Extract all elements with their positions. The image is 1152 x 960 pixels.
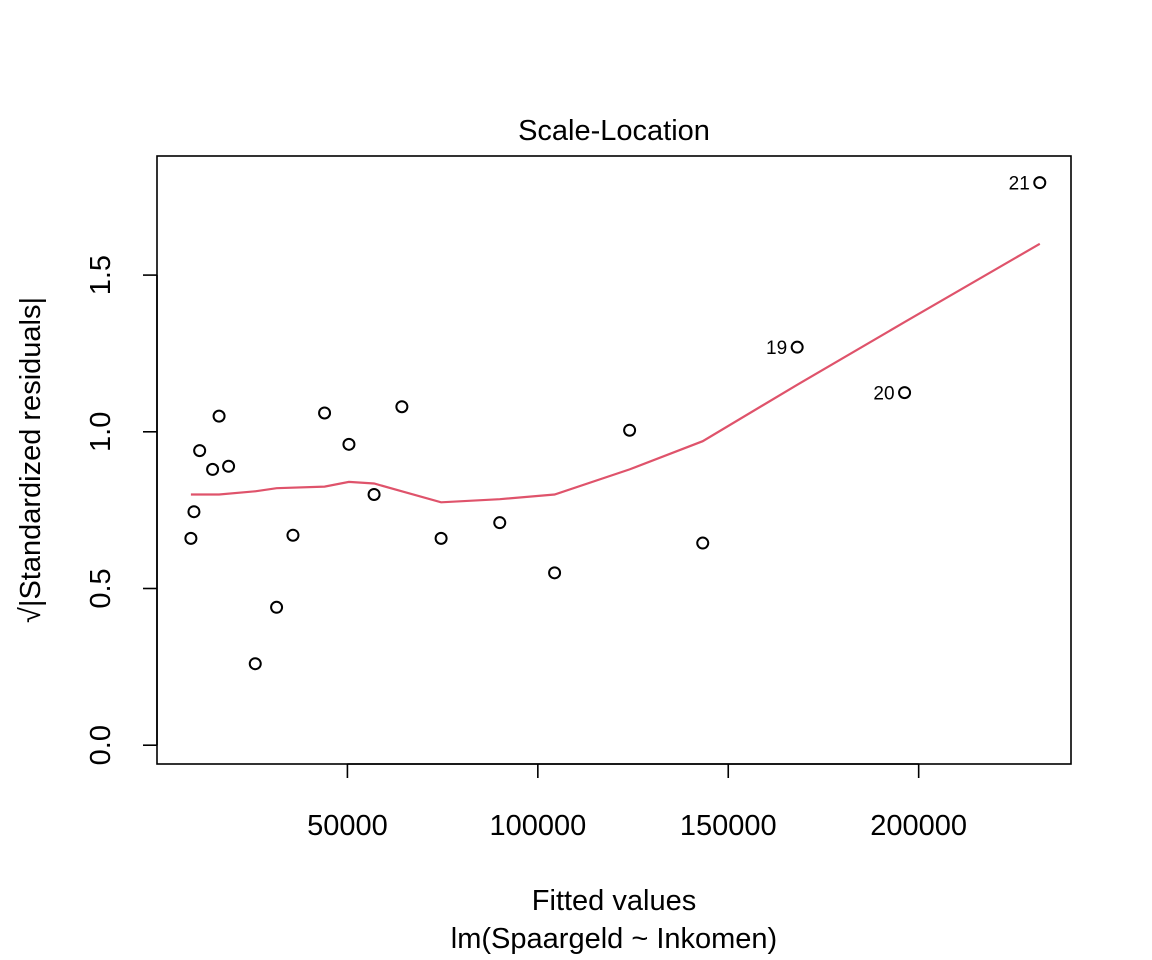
y-tick-label: 0.0: [85, 725, 117, 765]
data-point: [1033, 176, 1047, 190]
data-point: [212, 409, 226, 423]
x-tick-label: 150000: [680, 810, 777, 842]
data-point: [193, 444, 207, 458]
point-label: 19: [766, 338, 787, 359]
data-point: [286, 528, 300, 542]
data-point: [184, 531, 198, 545]
data-point: [248, 657, 262, 671]
data-point: [548, 566, 562, 580]
x-tick-label: 100000: [489, 810, 586, 842]
x-axis-sublabel: lm(Spaargeld ~ Inkomen): [451, 923, 777, 955]
y-axis: 0.0 0.5 1.0 1.5: [85, 255, 158, 765]
chart-title: Scale-Location: [518, 115, 710, 147]
data-point: [222, 459, 236, 473]
data-point: [696, 536, 710, 550]
y-tick-label: 1.5: [85, 255, 117, 295]
data-point: [187, 505, 201, 519]
data-point: [367, 487, 381, 501]
data-points: 19 20 21: [184, 174, 1047, 671]
x-tick-label: 50000: [307, 810, 388, 842]
data-point: [395, 400, 409, 414]
data-point: [270, 600, 284, 614]
point-label: 20: [873, 384, 894, 405]
y-tick-label: 1.0: [85, 412, 117, 452]
smooth-line: [190, 242, 1041, 504]
data-point: [318, 406, 332, 420]
x-axis-label: Fitted values: [532, 885, 696, 917]
data-point: [206, 462, 220, 476]
data-point: [493, 516, 507, 530]
x-axis: 50000 100000 150000 200000: [307, 763, 967, 842]
y-tick-label: 0.5: [85, 568, 117, 608]
data-point: [790, 340, 804, 354]
data-point: [898, 386, 912, 400]
x-tick-label: 200000: [870, 810, 967, 842]
data-point: [623, 423, 637, 437]
point-label: 21: [1009, 174, 1030, 195]
y-axis-label: √|Standardized residuals|: [15, 297, 47, 623]
data-point: [434, 531, 448, 545]
data-point: [342, 437, 356, 451]
